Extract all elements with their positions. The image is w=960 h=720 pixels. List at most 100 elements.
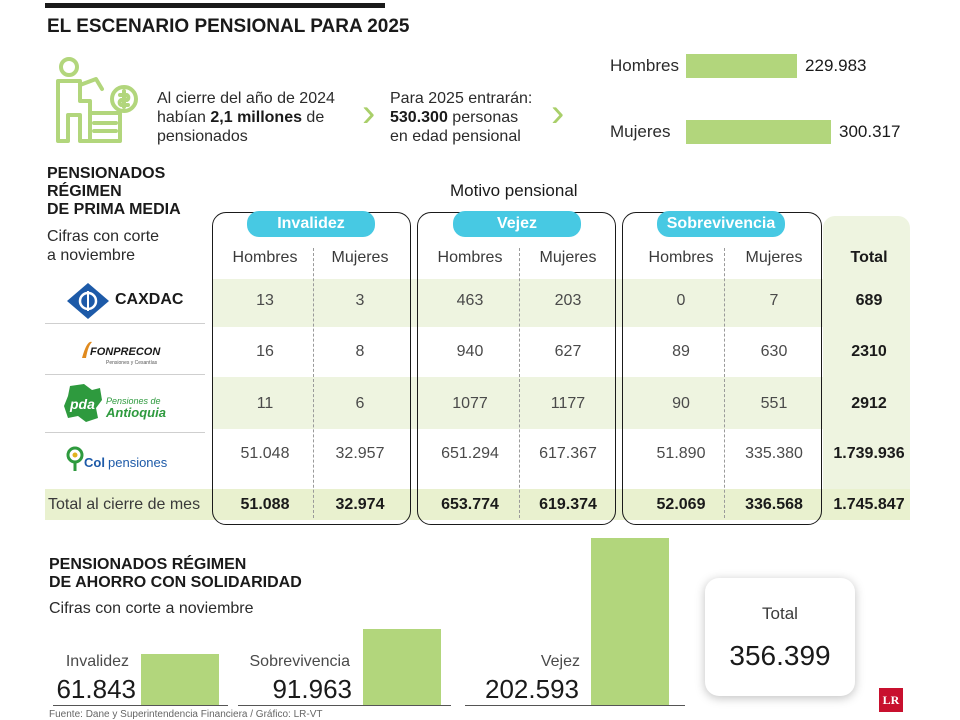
total-row-label: Total al cierre de mes (48, 496, 201, 513)
col-header-hombres: Hombres (437, 249, 503, 266)
intro-line: 530.300 personas (390, 109, 519, 126)
total-row-cell: 52.069 (656, 496, 706, 513)
rpm-subtitle-line: a noviembre (47, 247, 136, 264)
col-header-mujeres: Mujeres (745, 249, 803, 266)
rais-bar (363, 629, 441, 705)
row-total: 2912 (851, 395, 887, 412)
intro-line: habían 2,1 millones de (157, 109, 325, 126)
rpm-title-line: RÉGIMEN (47, 183, 122, 200)
rais-bar-label: Invalidez (65, 653, 129, 670)
total-row-cell: 619.374 (539, 496, 597, 513)
table-cell: 0 (676, 292, 686, 309)
table-cell: 51.048 (240, 445, 290, 462)
rais-baseline (465, 705, 685, 706)
rais-title: PENSIONADOS RÉGIMEN DE AHORRO CON SOLIDA… (49, 556, 302, 592)
caxdac-diamond-icon (67, 283, 109, 319)
table-cell: 7 (769, 292, 779, 309)
logo-caxdac: CAXDAC (66, 282, 183, 320)
rpm-title-line: DE PRIMA MEDIA (47, 201, 181, 218)
rais-title-line: DE AHORRO CON SOLIDARIDAD (49, 574, 302, 591)
table-cell: 6 (355, 395, 365, 412)
rais-bar (591, 538, 669, 705)
table-cell: 32.957 (335, 445, 385, 462)
rais-bar-value: 91.963 (272, 674, 352, 704)
col-header-mujeres: Mujeres (331, 249, 389, 266)
total-card-value: 356.399 (729, 640, 831, 671)
table-cell: 630 (760, 343, 788, 360)
total-column (823, 216, 910, 520)
intro-line: Para 2025 entrarán: (390, 90, 533, 107)
rpm-title: PENSIONADOS RÉGIMEN DE PRIMA MEDIA (47, 165, 181, 219)
gender-label: Hombres (610, 56, 679, 75)
gender-bar (686, 120, 831, 144)
pda-initials: pda (70, 396, 95, 412)
intro-paragraph-2: Para 2025 entrarán: 530.300 personas en … (390, 89, 532, 146)
lr-logo: LR (879, 688, 903, 712)
row-total: 1.739.936 (833, 445, 905, 462)
intro-line: Al cierre del año de 2024 (157, 90, 335, 107)
group-pill-vejez: Vejez (453, 211, 581, 237)
grand-total: 1.745.847 (833, 496, 905, 513)
total-row-cell: 51.088 (240, 496, 290, 513)
total-row-cell: 336.568 (745, 496, 803, 513)
total-row-cell: 653.774 (441, 496, 499, 513)
colpensiones-wordmark-a: Col (84, 455, 105, 470)
table-cell: 617.367 (539, 445, 597, 462)
antioquia-map-icon (64, 384, 102, 422)
colpensiones-mark-icon (66, 446, 84, 471)
gender-label: Mujeres (610, 122, 671, 141)
table-cell: 51.890 (656, 445, 706, 462)
total-card-label: Total (762, 604, 798, 623)
page-title: EL ESCENARIO PENSIONAL PARA 2025 (47, 16, 410, 37)
logo-separator (45, 374, 205, 375)
colpensiones-wordmark-b: pensiones (108, 455, 168, 470)
rais-subtitle: Cifras con corte a noviembre (49, 600, 254, 617)
rpm-subtitle-line: Cifras con corte (47, 228, 160, 245)
col-header-mujeres: Mujeres (539, 249, 597, 266)
source-note: Fuente: Dane y Superintendencia Financie… (49, 709, 323, 720)
table-cell: 335.380 (745, 445, 803, 462)
col-header-total: Total (850, 249, 888, 266)
fonprecon-tagline: Pensiones y Cesantías (106, 360, 158, 366)
table-cell: 90 (672, 395, 690, 412)
rais-bar-value: 61.843 (56, 674, 136, 704)
row-total: 689 (855, 292, 883, 309)
antioquia-line2: Antioquia (106, 405, 166, 420)
rpm-title-line: PENSIONADOS (47, 165, 166, 182)
table-cell: 89 (672, 343, 690, 360)
row-stripe (213, 377, 823, 429)
logo-separator (45, 323, 205, 324)
table-cell: 16 (256, 343, 274, 360)
row-total: 2310 (851, 343, 887, 360)
dashed-divider (519, 248, 520, 518)
total-row-bg (45, 489, 910, 520)
intro-paragraph-1: Al cierre del año de 2024 habían 2,1 mil… (157, 89, 335, 146)
motivo-label: Motivo pensional (450, 181, 578, 200)
antioquia-line1: Pensiones de (106, 396, 161, 406)
group-pill-sobrevivencia: Sobrevivencia (657, 211, 785, 237)
table-cell: 13 (256, 292, 274, 309)
rais-baseline (238, 705, 451, 706)
rais-baseline (53, 705, 228, 706)
chevron-right-icon: › (362, 91, 376, 135)
intro-line: pensionados (157, 128, 248, 145)
rais-bar-label: Sobrevivencia (249, 653, 351, 670)
table-cell: 463 (456, 292, 484, 309)
rais-bar-label: Vejez (540, 653, 580, 670)
logo-separator (45, 432, 205, 433)
dashed-divider (313, 248, 314, 518)
rais-bar-value: 202.593 (485, 674, 579, 704)
col-header-hombres: Hombres (232, 249, 298, 266)
gender-value: 229.983 (805, 56, 867, 75)
col-header-hombres: Hombres (648, 249, 714, 266)
top-rule (45, 3, 385, 8)
table-cell: 940 (456, 343, 484, 360)
table-cell: 1177 (550, 395, 586, 412)
row-stripe (213, 279, 823, 327)
rais-title-line: PENSIONADOS RÉGIMEN (49, 556, 247, 573)
rpm-subtitle: Cifras con corte a noviembre (47, 227, 159, 265)
table-cell: 627 (554, 343, 582, 360)
gender-bar (686, 54, 798, 78)
total-row-cell: 32.974 (335, 496, 385, 513)
logo-fonprecon: FONPRECON Pensiones y Cesantías (80, 338, 180, 368)
